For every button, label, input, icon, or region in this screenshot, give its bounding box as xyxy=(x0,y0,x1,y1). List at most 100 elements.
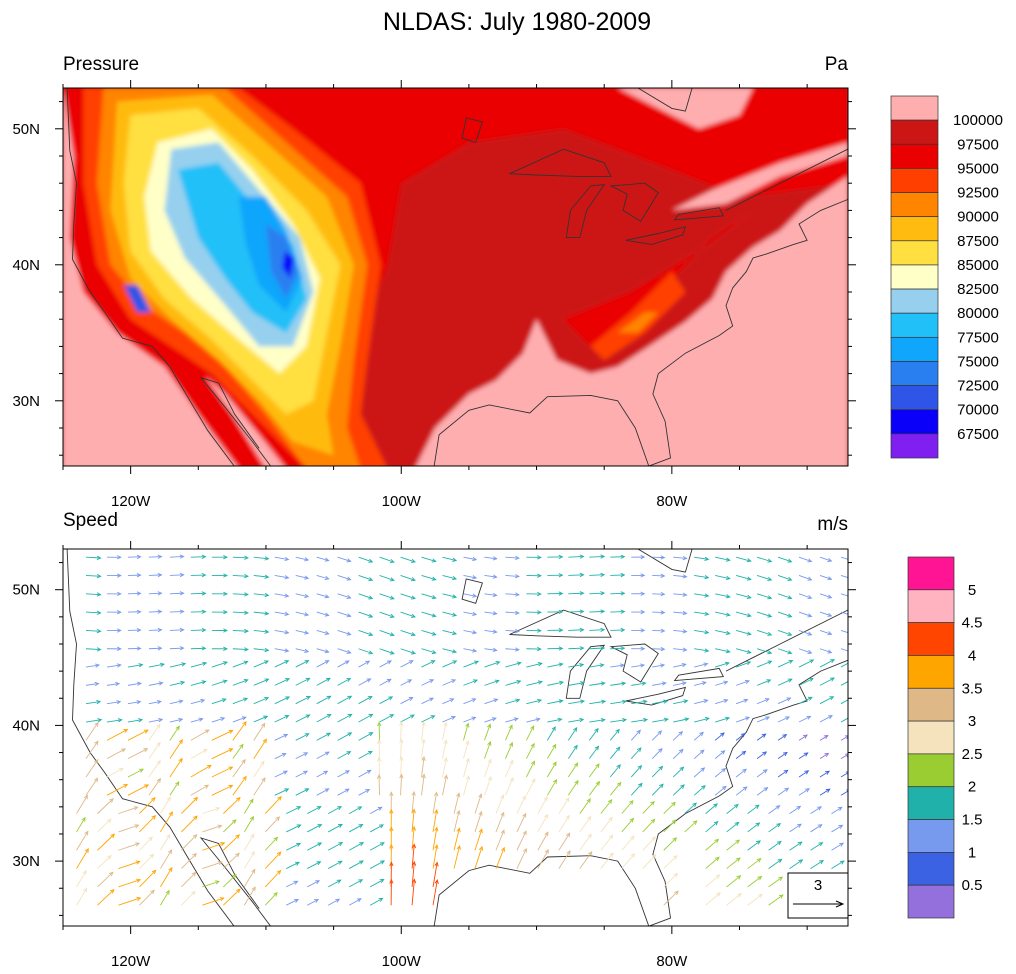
wind-arrow xyxy=(735,575,752,581)
wind-arrow xyxy=(106,628,122,633)
pressure-map-frame xyxy=(62,87,849,467)
wind-arrow xyxy=(316,714,332,723)
wind-arrow xyxy=(253,592,270,598)
wind-arrow xyxy=(160,833,171,851)
wind-arrow xyxy=(505,661,522,668)
wind-arrow xyxy=(600,816,613,833)
wind-arrow xyxy=(705,803,718,814)
wind-arrow xyxy=(819,715,833,723)
wind-arrow xyxy=(358,678,372,686)
wind-arrow xyxy=(579,798,591,814)
wind-arrow xyxy=(421,755,426,778)
wind-arrow xyxy=(777,787,790,796)
wind-arrow xyxy=(274,715,290,723)
wind-arrow xyxy=(652,555,666,560)
wind-arrow xyxy=(589,591,606,596)
wind-arrow xyxy=(558,850,571,869)
wind-arrow xyxy=(610,699,628,705)
wind-arrow xyxy=(316,695,332,705)
lake-outline xyxy=(609,643,659,683)
colorbar-swatch xyxy=(890,95,939,121)
wind-arrow xyxy=(630,782,643,796)
wind-arrow xyxy=(840,629,848,634)
wind-arrow xyxy=(316,575,330,581)
wind-arrow xyxy=(106,663,122,668)
wind-arrow xyxy=(85,777,99,796)
wind-arrow xyxy=(756,733,767,741)
wind-arrow xyxy=(232,758,246,778)
wind-arrow xyxy=(432,808,439,833)
wind-arrow xyxy=(377,721,382,741)
wind-arrow xyxy=(295,575,310,580)
wind-arrow xyxy=(819,648,833,654)
wind-arrow xyxy=(274,660,290,668)
speed-colorbar: 5 4.5 4 3.5 3 2.5 2 1.5 1 0.5 xyxy=(907,556,982,919)
wind-arrow xyxy=(756,575,773,581)
wind-arrow xyxy=(505,679,522,686)
wind-arrow xyxy=(421,720,426,741)
lat-label: 30N xyxy=(12,853,40,870)
wind-arrow xyxy=(516,795,526,814)
wind-arrow xyxy=(505,717,519,723)
wind-arrow xyxy=(274,753,287,760)
wind-arrow xyxy=(379,593,395,600)
wind-arrow xyxy=(411,808,416,832)
wind-arrow xyxy=(631,628,646,633)
wind-arrow xyxy=(76,848,89,869)
wind-arrow xyxy=(537,848,549,869)
lake-outline xyxy=(625,686,687,706)
pressure-map xyxy=(63,88,848,466)
wind-arrow xyxy=(379,575,395,582)
wind-arrow xyxy=(567,762,579,778)
wind-arrow xyxy=(579,833,592,851)
wind-arrow xyxy=(463,593,478,598)
wind-arrow xyxy=(264,816,281,833)
wind-arrow xyxy=(631,681,647,686)
wind-arrow xyxy=(610,627,626,633)
wind-arrow xyxy=(295,556,310,562)
wind-arrow xyxy=(190,609,207,614)
wind-arrow xyxy=(610,663,625,668)
coastline xyxy=(66,549,235,926)
pressure-contour-region xyxy=(617,88,753,129)
wind-arrow xyxy=(819,677,835,686)
wind-arrow xyxy=(253,611,270,616)
wind-arrow xyxy=(85,628,102,634)
wind-arrow xyxy=(316,593,330,599)
wind-arrow xyxy=(819,752,830,760)
wind-arrow xyxy=(631,609,646,615)
wind-arrow xyxy=(547,717,563,723)
coastline xyxy=(725,609,848,672)
wind-arrow xyxy=(85,592,102,597)
wind-arrow xyxy=(148,609,163,614)
colorbar-swatch xyxy=(890,336,939,362)
wind-arrow xyxy=(148,759,161,778)
coastline xyxy=(637,549,693,573)
wind-arrow xyxy=(295,660,310,668)
wind-arrow xyxy=(819,734,829,741)
wind-arrow xyxy=(589,554,606,559)
wind-arrow xyxy=(399,721,404,741)
wind-arrow xyxy=(505,698,521,705)
lake-outline xyxy=(461,578,483,604)
wind-arrow xyxy=(672,766,685,778)
wind-arrow xyxy=(379,611,395,618)
wind-arrow xyxy=(715,716,731,723)
colorbar-label: 92500 xyxy=(957,185,999,202)
wind-arrow xyxy=(735,716,751,723)
wind-arrow xyxy=(286,843,302,851)
wind-arrow xyxy=(369,806,383,815)
speed-panel: Speed m/s 3 120W 100W 80W 50N 40N 30N 5 4.5 4 3.… xyxy=(12,510,982,970)
wind-arrow xyxy=(621,799,634,814)
wind-arrow xyxy=(139,889,155,906)
wind-arrow xyxy=(190,717,204,723)
wind-arrow xyxy=(558,832,571,851)
wind-arrow xyxy=(127,609,142,614)
wind-arrow xyxy=(211,591,228,596)
pressure-contour-region xyxy=(617,312,659,333)
wind-arrow xyxy=(106,573,122,578)
wind-arrow xyxy=(505,574,520,579)
wind-arrow xyxy=(546,726,556,741)
wind-arrow xyxy=(715,648,731,654)
wind-arrow xyxy=(307,824,323,833)
